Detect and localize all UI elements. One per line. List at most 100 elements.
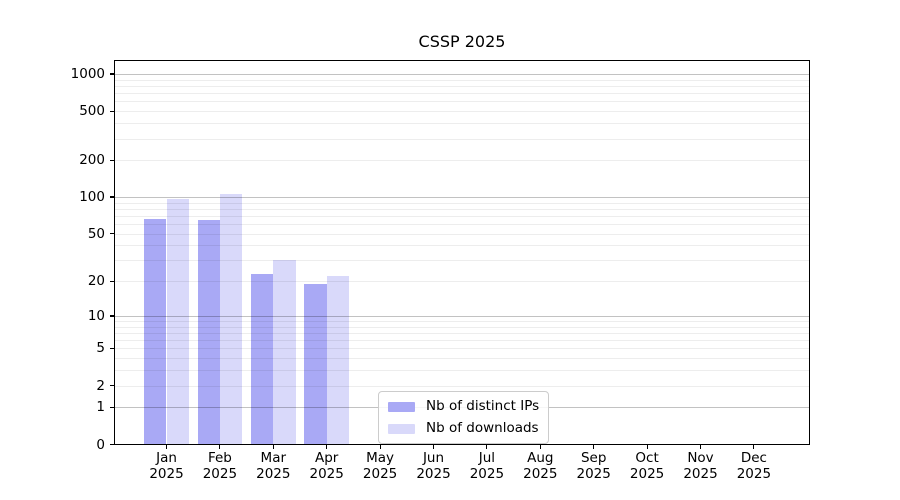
chart-title: CSSP 2025 — [418, 32, 506, 51]
x-tick-month: Jun — [422, 450, 445, 466]
x-tick-year: 2025 — [683, 465, 718, 482]
legend-label: Nb of distinct IPs — [426, 398, 540, 414]
y-tick-label: 20 — [87, 273, 105, 290]
x-tick-year: 2025 — [523, 465, 558, 482]
bar-nb-of-downloads — [326, 276, 350, 445]
gridline-minor — [114, 340, 810, 342]
gridline-minor — [114, 385, 810, 387]
gridline-minor — [114, 245, 810, 247]
gridline-minor — [114, 224, 810, 226]
gridline-minor — [114, 281, 810, 283]
x-tick-label: Feb 2025 — [189, 450, 251, 482]
x-tick-label: Oct 2025 — [616, 450, 678, 482]
x-tick-month: Sep — [580, 450, 607, 466]
x-tick-label: Jan 2025 — [136, 450, 198, 482]
bar-nb-of-downloads — [219, 193, 243, 445]
gridline-minor — [114, 326, 810, 328]
gridline-minor — [114, 93, 810, 95]
x-tick-year: 2025 — [469, 465, 505, 482]
y-tick-label: 2 — [96, 377, 105, 394]
legend: Nb of distinct IPs Nb of downloads — [378, 391, 550, 444]
y-tick-mark — [109, 159, 114, 161]
y-tick-label: 1000 — [70, 66, 105, 83]
y-tick-label: 100 — [79, 189, 105, 206]
bar-nb-of-distinct-ips — [197, 219, 220, 445]
x-tick-mark — [646, 444, 648, 449]
legend-label: Nb of downloads — [426, 420, 539, 436]
gridline-minor — [114, 160, 810, 162]
gridline-minor — [114, 111, 810, 113]
gridline-minor — [114, 233, 810, 235]
gridline-minor — [114, 260, 810, 262]
bar-nb-of-distinct-ips — [144, 219, 167, 445]
x-tick-mark — [326, 444, 328, 449]
gridline-minor — [114, 348, 810, 350]
x-tick-label: Sep 2025 — [563, 450, 625, 482]
bar-nb-of-distinct-ips — [250, 274, 274, 445]
y-tick-mark — [109, 280, 114, 282]
x-tick-label: Apr 2025 — [296, 450, 358, 482]
x-tick-month: May — [366, 450, 395, 466]
x-tick-year: 2025 — [576, 465, 611, 482]
gridline-minor — [114, 215, 810, 217]
legend-row: Nb of downloads — [388, 419, 539, 438]
y-tick-mark — [109, 347, 114, 349]
x-tick-year: 2025 — [309, 465, 344, 482]
x-tick-label: Mar 2025 — [242, 450, 304, 482]
gridline-minor — [114, 86, 810, 87]
y-tick-mark — [109, 233, 114, 235]
x-tick-mark — [379, 444, 381, 449]
x-tick-label: May 2025 — [349, 450, 411, 482]
x-tick-month: Nov — [687, 450, 714, 466]
y-tick-label: 50 — [87, 225, 105, 242]
x-tick-year: 2025 — [629, 465, 665, 482]
y-tick-mark — [109, 443, 114, 446]
y-tick-mark — [109, 196, 114, 198]
x-tick-label: Jun 2025 — [403, 450, 465, 482]
bar-nb-of-downloads — [166, 198, 189, 445]
x-tick-month: Aug — [527, 450, 554, 466]
x-tick-month: Jan — [156, 450, 177, 466]
y-tick-mark — [109, 384, 114, 387]
gridline-minor — [114, 79, 810, 81]
x-tick-year: 2025 — [256, 465, 291, 482]
gridline-minor — [114, 123, 810, 125]
x-tick-label: Jul 2025 — [456, 450, 518, 482]
y-tick-mark — [109, 110, 114, 112]
y-tick-label: 0 — [96, 436, 105, 453]
x-tick-month: Dec — [740, 450, 767, 466]
gridline-minor — [114, 208, 810, 210]
x-tick-mark — [272, 444, 274, 449]
gridline-minor — [114, 370, 810, 372]
x-tick-mark — [432, 444, 435, 449]
y-tick-mark — [109, 73, 114, 75]
x-tick-mark — [539, 444, 541, 449]
bar-nb-of-distinct-ips — [304, 283, 327, 445]
x-tick-year: 2025 — [362, 465, 398, 482]
x-tick-label: Nov 2025 — [670, 450, 732, 482]
x-tick-month: Apr — [315, 450, 339, 466]
y-tick-label: 500 — [79, 103, 105, 120]
y-tick-mark — [109, 406, 114, 408]
gridline-minor — [114, 202, 810, 204]
gridline-major — [114, 197, 810, 198]
x-tick-mark — [593, 444, 595, 449]
y-tick-mark — [109, 315, 114, 317]
bar-nb-of-downloads — [273, 260, 296, 445]
gridline-minor — [114, 321, 810, 322]
x-tick-month: Oct — [635, 450, 659, 466]
x-tick-label: Aug 2025 — [509, 450, 571, 482]
y-tick-label: 10 — [87, 307, 105, 324]
legend-swatch-nb-of-downloads — [388, 423, 415, 434]
x-tick-month: Mar — [260, 450, 287, 466]
gridline-minor — [114, 101, 810, 103]
x-tick-month: Jul — [478, 450, 496, 466]
legend-swatch-nb-of-distinct-ips — [388, 401, 415, 412]
x-tick-year: 2025 — [202, 465, 238, 482]
gridline-minor — [114, 358, 810, 360]
x-tick-mark — [219, 444, 221, 449]
x-tick-year: 2025 — [416, 465, 451, 482]
y-tick-label: 200 — [79, 152, 105, 169]
x-tick-mark — [165, 444, 168, 449]
